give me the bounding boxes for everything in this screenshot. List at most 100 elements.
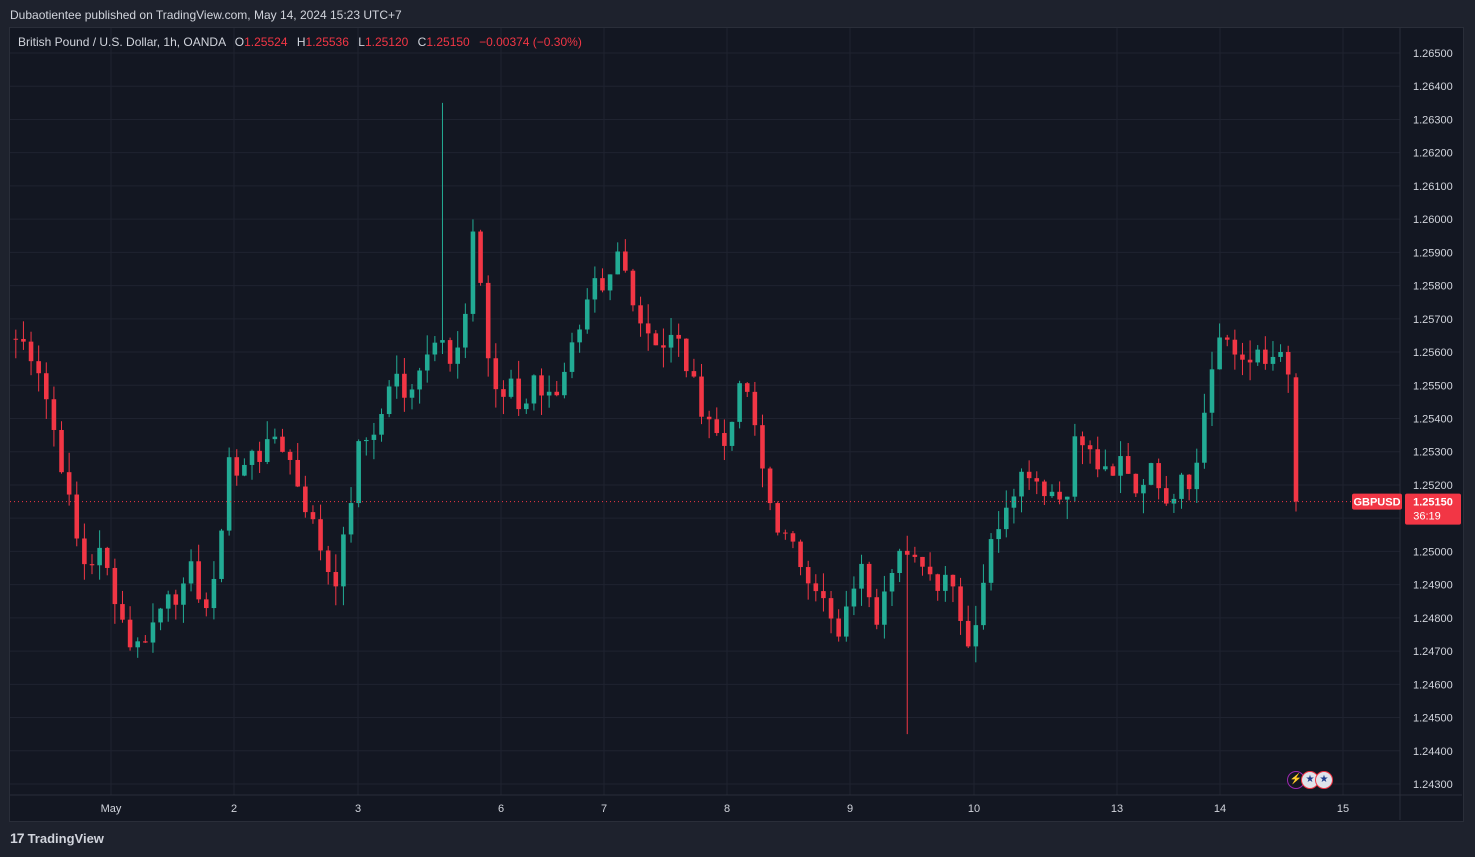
candle-body: [249, 450, 255, 465]
candle-body: [112, 567, 118, 605]
footer-brand[interactable]: 17 TradingView: [10, 830, 104, 846]
candle-body: [143, 641, 148, 643]
candle-body: [1179, 474, 1184, 499]
candle-body: [1278, 351, 1283, 357]
economic-events[interactable]: ⚡ ★ ★: [1287, 771, 1333, 789]
candle-body: [196, 561, 201, 600]
candle-body: [1293, 377, 1299, 502]
candle-body: [1072, 436, 1078, 497]
candle-body: [295, 459, 300, 487]
candle-body: [409, 389, 415, 398]
change-value: −0.00374 (−0.30%): [479, 35, 582, 49]
candle-body: [394, 373, 400, 387]
candle-body: [82, 538, 87, 565]
candle-body: [1186, 474, 1192, 490]
candle-body: [1049, 491, 1055, 497]
x-tick-label: May: [101, 803, 122, 815]
candle-body: [89, 564, 95, 566]
ohlc-legend: British Pound / U.S. Dollar, 1h, OANDA O…: [18, 35, 582, 49]
candle-body: [188, 561, 194, 584]
chart-pane[interactable]: [9, 27, 1464, 822]
candle-body: [775, 503, 780, 533]
candle-body: [1080, 436, 1085, 446]
candle-body: [455, 347, 460, 364]
y-tick-label: 1.24900: [1413, 580, 1453, 592]
y-tick-label: 1.25400: [1413, 414, 1453, 426]
candle-body: [1011, 496, 1017, 508]
x-tick-label: 13: [1111, 803, 1123, 815]
low-value: 1.25120: [364, 35, 409, 49]
candle-body: [59, 429, 64, 473]
candle-body: [44, 373, 49, 400]
candle-body: [783, 532, 788, 534]
candle-body: [744, 383, 750, 392]
candle-body: [501, 389, 506, 397]
candle-body: [638, 305, 643, 324]
symbol-tag: [1352, 493, 1402, 510]
candle-body: [699, 376, 704, 417]
candle-body: [1019, 471, 1024, 497]
candle-body: [569, 342, 575, 372]
candle-body: [714, 419, 720, 434]
candle-body: [927, 566, 933, 575]
candle-body: [1026, 471, 1032, 479]
y-tick-label: 1.26200: [1413, 148, 1453, 160]
candle-body: [935, 574, 940, 591]
publish-line: Dubaotientee published on TradingView.co…: [10, 8, 402, 22]
candle-body: [607, 274, 613, 291]
candle-body: [516, 378, 521, 410]
candle-body: [257, 450, 262, 462]
candle-body: [828, 598, 834, 619]
candle-body: [310, 512, 316, 520]
candle-body: [1263, 349, 1268, 364]
candle-body: [1285, 351, 1291, 375]
candle-body: [51, 399, 57, 430]
candle-body: [333, 572, 339, 587]
candle-body: [135, 641, 140, 648]
candle-body: [424, 354, 430, 371]
candle-body: [264, 439, 270, 462]
candle-body: [866, 563, 872, 598]
candle-body: [28, 341, 34, 362]
candle-body: [981, 582, 986, 626]
candle-body: [432, 342, 438, 355]
x-tick-label: 10: [968, 803, 980, 815]
candle-body: [242, 464, 247, 476]
candle-body: [104, 547, 110, 568]
candle-body: [379, 414, 384, 435]
us-flag-icon[interactable]: ★: [1315, 771, 1333, 789]
symbol-description[interactable]: British Pound / U.S. Dollar, 1h, OANDA: [18, 35, 226, 49]
y-tick-label: 1.24500: [1413, 713, 1453, 725]
candle-body: [790, 533, 796, 542]
candle-body: [1125, 456, 1131, 474]
candle-body: [1103, 466, 1108, 470]
candle-body: [1224, 337, 1230, 340]
candle-body: [13, 338, 19, 340]
candle-body: [204, 599, 209, 609]
candle-body: [1004, 507, 1009, 530]
symbol-tag-label: GBPUSD: [1353, 497, 1400, 509]
candle-body: [463, 313, 468, 348]
candle-body: [912, 554, 918, 557]
candle-body: [676, 334, 681, 339]
tradingview-logo-icon: 17: [10, 830, 25, 846]
candle-body: [1209, 369, 1215, 413]
candle-body: [150, 622, 156, 643]
y-tick-label: 1.25600: [1413, 347, 1453, 359]
candle-body: [1133, 473, 1139, 494]
candle-body: [874, 597, 880, 625]
candle-body: [706, 416, 712, 420]
y-tick-label: 1.24800: [1413, 613, 1453, 625]
y-tick-label: 1.25000: [1413, 546, 1453, 558]
candle-body: [882, 591, 887, 625]
candle-body: [630, 270, 636, 306]
y-tick-label: 1.25800: [1413, 281, 1453, 293]
candle-body: [1247, 359, 1253, 363]
candle-body: [1118, 456, 1123, 476]
candle-body: [554, 391, 560, 396]
candle-body: [493, 358, 499, 390]
candle-body: [219, 530, 224, 579]
candle-body: [668, 334, 674, 348]
x-tick-label: 6: [498, 803, 504, 815]
